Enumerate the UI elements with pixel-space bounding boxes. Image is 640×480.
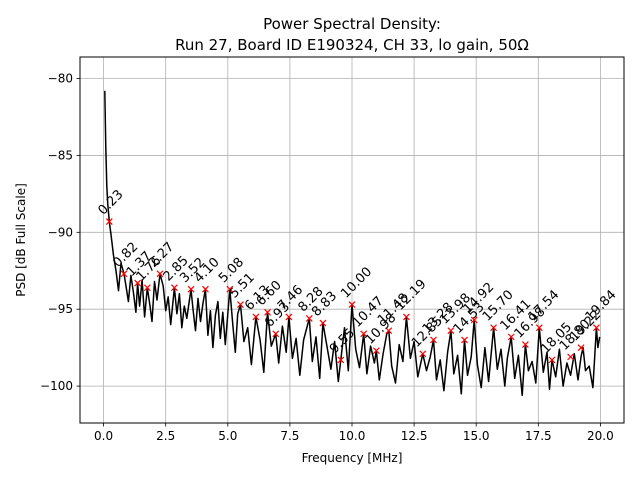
peak-markers (105, 218, 600, 364)
peak-marker-stroke (402, 313, 410, 321)
peak-marker (170, 284, 178, 292)
peak-marker (337, 356, 345, 364)
peak-marker-stroke (252, 313, 260, 321)
y-tick-label: −85 (48, 148, 73, 162)
peak-marker-stroke (337, 356, 345, 364)
peak-marker-stroke (521, 341, 529, 348)
peak-marker (134, 279, 142, 287)
peak-marker-stroke (490, 324, 498, 332)
peak-marker-stroke (187, 285, 195, 293)
y-axis-label: PSD [dB Full Scale] (14, 183, 28, 297)
peak-marker-stroke (593, 324, 600, 332)
peak-marker-stroke (305, 315, 313, 322)
peak-marker (419, 350, 427, 358)
peak-marker (120, 270, 128, 278)
peak-marker-stroke (170, 284, 178, 292)
peak-marker-stroke (567, 353, 575, 361)
peak-marker-stroke (143, 284, 151, 292)
peak-marker-stroke (226, 285, 234, 293)
series-layer (104, 90, 601, 397)
peak-marker (447, 327, 455, 335)
peak-marker-stroke (461, 336, 468, 344)
peak-marker-stroke (285, 313, 293, 321)
y-tick-label: −90 (48, 225, 73, 239)
x-tick-label: 10.0 (339, 429, 366, 443)
peak-marker (305, 315, 313, 322)
x-tick-label: 12.5 (401, 429, 428, 443)
peak-marker-stroke (264, 308, 271, 316)
y-tick-label: −80 (48, 72, 73, 86)
peak-marker-stroke (202, 285, 209, 293)
peak-marker-stroke (237, 301, 244, 309)
peak-marker-stroke (430, 336, 437, 344)
peak-marker (272, 330, 280, 338)
peak-marker (360, 330, 368, 338)
peak-marker-stroke (348, 301, 356, 309)
x-tick-label: 15.0 (463, 429, 490, 443)
peak-marker (430, 336, 437, 344)
x-tick-label: 20.0 (587, 429, 614, 443)
peak-marker (285, 313, 293, 321)
x-axis-label: Frequency [MHz] (302, 451, 403, 465)
peak-marker-stroke (360, 330, 368, 338)
peak-marker (548, 356, 556, 364)
y-tick-label: −95 (48, 302, 73, 316)
y-tick-label: −100 (40, 379, 73, 393)
peak-marker (226, 285, 234, 293)
peak-marker (237, 301, 244, 309)
axes-frame (79, 56, 625, 424)
x-tick-label: 0.0 (94, 429, 113, 443)
peak-marker-stroke (319, 319, 327, 327)
peak-marker-stroke (385, 327, 393, 335)
peak-marker-stroke (134, 279, 142, 287)
peak-marker (470, 316, 478, 324)
peak-marker (593, 324, 600, 332)
chart-title-line-1: Power Spectral Density: (263, 15, 441, 33)
x-tick-label: 5.0 (218, 429, 237, 443)
peak-marker-stroke (447, 327, 455, 335)
peak-marker (402, 313, 410, 321)
peak-marker-stroke (419, 350, 427, 358)
peak-marker (385, 327, 393, 335)
peak-marker-stroke (548, 356, 556, 364)
peak-marker (577, 344, 585, 352)
peak-marker-stroke (105, 218, 113, 225)
peak-marker-stroke (535, 324, 543, 332)
peak-marker (264, 308, 271, 316)
peak-marker-stroke (577, 344, 585, 352)
peak-marker (319, 319, 327, 327)
peak-marker-stroke (507, 333, 515, 341)
peak-marker (143, 284, 151, 292)
peak-marker (156, 270, 164, 278)
peak-marker (348, 301, 356, 309)
peak-marker-stroke (156, 270, 164, 278)
psd-series-line (104, 90, 601, 397)
peak-marker-stroke (272, 330, 280, 338)
peak-marker (105, 218, 113, 225)
peak-marker (187, 285, 195, 293)
peak-marker (490, 324, 498, 332)
x-tick-label: 2.5 (156, 429, 175, 443)
peak-marker-stroke (120, 270, 128, 278)
peak-marker (372, 347, 380, 355)
peak-marker (507, 333, 515, 341)
axis-ticks: 0.0 2.5 5.0 7.5 10.0 12.5 15.0 17.5 20.0 −80 −85 −9… (40, 72, 614, 443)
peak-marker (461, 336, 468, 344)
peak-marker-stroke (372, 347, 380, 355)
chart-title-line-2: Run 27, Board ID E190324, CH 33, lo gain… (175, 36, 529, 54)
peak-marker (252, 313, 260, 321)
peak-marker-stroke (470, 316, 478, 324)
x-tick-label: 7.5 (280, 429, 299, 443)
x-tick-label: 17.5 (525, 429, 552, 443)
peak-marker (535, 324, 543, 332)
peak-marker (202, 285, 209, 293)
peak-marker (567, 353, 575, 361)
peak-marker (521, 341, 529, 348)
